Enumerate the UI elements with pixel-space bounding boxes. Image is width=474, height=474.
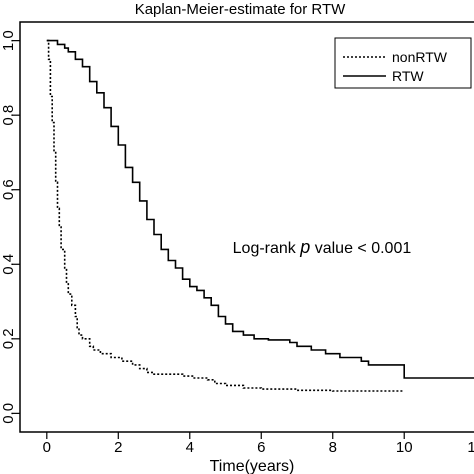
y-tick-label: 0.8	[0, 105, 17, 126]
annotation-prefix: Log-rank	[233, 240, 301, 257]
y-tick-label: 0.2	[0, 328, 17, 349]
annotation-suffix: value < 0.001	[310, 240, 411, 257]
x-tick-label: 0	[43, 439, 51, 456]
y-tick-label: 0.0	[0, 403, 17, 424]
x-tick-label: 6	[257, 439, 265, 456]
x-tick-label: 4	[186, 439, 194, 456]
x-tick-label: 12	[467, 439, 474, 456]
plot-frame	[19, 21, 474, 433]
series-nonrtw	[46, 39, 405, 392]
series-layer	[46, 39, 474, 392]
legend-label-rtw: RTW	[392, 68, 424, 84]
logrank-annotation: Log-rank p value < 0.001	[233, 237, 412, 257]
chart-title: Kaplan-Meier-estimate for RTW	[135, 1, 346, 18]
annotation-p: p	[299, 237, 310, 257]
x-axis-label: Time(years)	[210, 458, 295, 474]
legend-label-nonrtw: nonRTW	[392, 49, 448, 65]
y-axis: 0.0 0.2 0.4 0.6 0.8 1.0	[0, 30, 20, 424]
legend-box	[334, 37, 472, 89]
x-axis: 0 2 4 6 8 10 12	[43, 432, 474, 456]
legend: nonRTW RTW	[334, 37, 472, 89]
x-tick-label: 8	[329, 439, 337, 456]
x-tick-label: 2	[114, 439, 122, 456]
x-tick-label: 10	[396, 439, 413, 456]
y-tick-label: 0.6	[0, 179, 17, 200]
y-tick-label: 1.0	[0, 30, 17, 51]
y-tick-label: 0.4	[0, 254, 17, 275]
series-rtw	[46, 39, 474, 379]
